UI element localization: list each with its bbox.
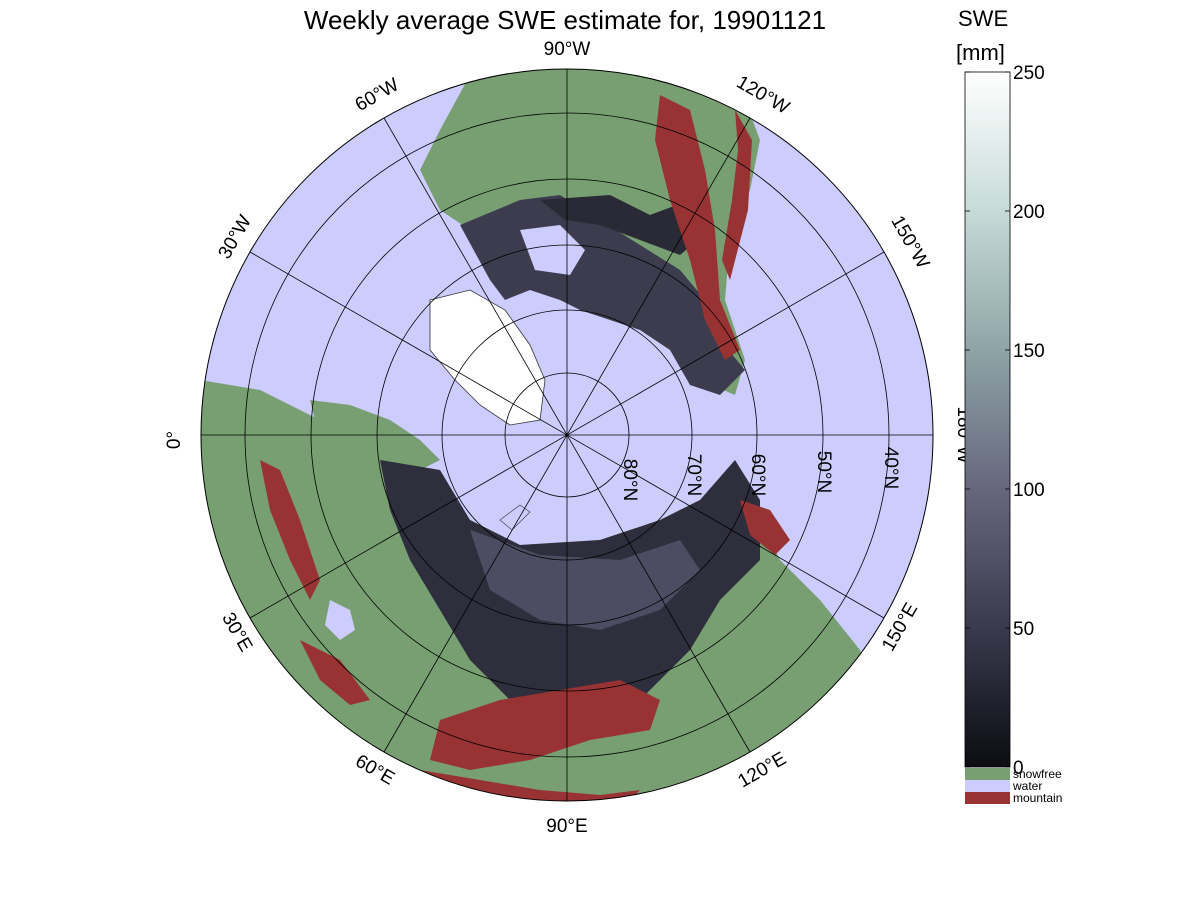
rockies-mountain: [655, 95, 740, 360]
caucasus-mountain: [300, 640, 370, 705]
land-layer: [201, 69, 880, 801]
meridian-label-0: 0°: [164, 431, 185, 449]
parallel-labels: 80°N 70°N 60°N 50°N 40°N: [619, 447, 901, 501]
map-title: Weekly average SWE estimate for, 1990112…: [303, 5, 827, 35]
colorbar-tick-label: 50: [1013, 619, 1034, 640]
graticule: [201, 69, 933, 801]
map-border: [200, 68, 934, 802]
meridian-label-90w: 90°W: [544, 39, 591, 60]
legend-swatch-mountain: [965, 792, 1010, 804]
colorbar-unit: [mm]: [956, 40, 1005, 65]
legend-swatch-water: [965, 780, 1010, 792]
siberia-snow-light: [470, 530, 700, 630]
greenland: [429, 289, 546, 426]
colorbar-tick-label: 250: [1013, 63, 1045, 84]
colorbar-tick-label: 100: [1013, 480, 1045, 501]
parallel-label-40n: 40°N: [880, 447, 901, 489]
east-siberia-mountain: [740, 500, 790, 555]
parallel-label-70n: 70°N: [683, 454, 704, 496]
colorbar-tick-label: 0: [1013, 758, 1024, 779]
meridian-label-90e: 90°E: [546, 816, 587, 837]
caspian-sea: [325, 600, 355, 640]
parallel-label-50n: 50°N: [813, 451, 834, 493]
colorbar-tick-label: 150: [1013, 341, 1045, 362]
colorbar-tick-label: 200: [1013, 202, 1045, 223]
meridian-label-150w: 150°W: [886, 212, 933, 272]
colorbar-title: SWE: [958, 6, 1009, 31]
legend-label-water: water: [1012, 779, 1042, 793]
central-asia-mountain: [430, 680, 660, 770]
europe-mountain: [260, 460, 320, 600]
novaya-zemlya: [499, 504, 531, 531]
legend-swatch-snowfree: [965, 768, 1010, 780]
canada-snow-north: [540, 195, 710, 255]
legend-label-snowfree: snowfree: [1013, 767, 1062, 781]
colorbar-ticks: 0 50 100 150 200 250: [965, 63, 1045, 779]
hudson-bay: [520, 225, 585, 275]
meridian-150w-30e: [249, 251, 885, 619]
parallel-label-80n: 80°N: [619, 459, 640, 501]
parallel-label-60n: 60°N: [747, 454, 768, 496]
legend-label-mountain: mountain: [1013, 791, 1062, 805]
meridian-label-60w: 60°W: [352, 74, 403, 116]
meridian-label-120w: 120°W: [733, 72, 793, 119]
meridian-label-60e: 60°E: [352, 751, 398, 790]
colorbar-gradient: [964, 71, 1011, 768]
